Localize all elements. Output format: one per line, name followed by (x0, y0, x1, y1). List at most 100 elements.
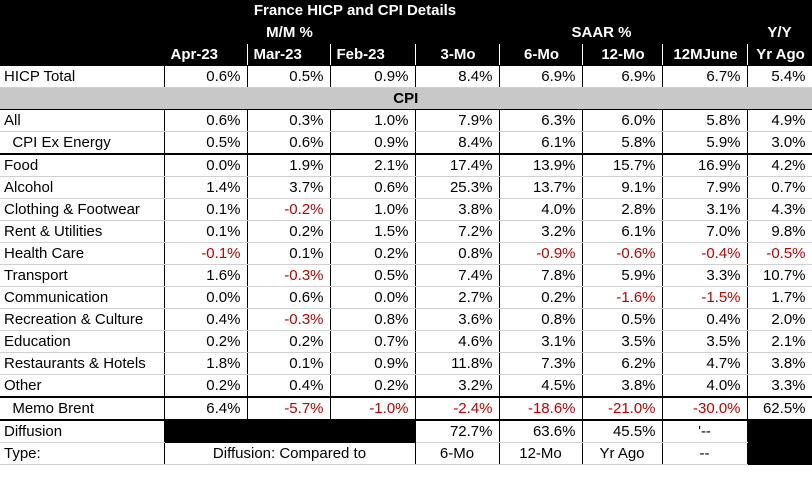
value-cell: 0.2% (499, 286, 583, 309)
type-row: Type: Diffusion: Compared to 6-Mo 12-Mo Yr A… (0, 442, 812, 465)
row-label: HICP Total (0, 65, 165, 88)
row-label: Recreation & Culture (0, 308, 165, 331)
value-cell: 0.6% (164, 65, 248, 88)
memo-brent-row: Memo Brent 6.4% -5.7% -1.0% -2.4% -18.6% -21.0… (0, 397, 812, 421)
value-cell: 63.6% (499, 420, 583, 443)
row-label: Memo Brent (0, 397, 165, 421)
component-row: Education 0.2% 0.2% 0.7% 4.6% 3.1% 3.5% 3.5% 2.1… (0, 330, 812, 353)
value-cell: 6.9% (499, 65, 583, 88)
value-cell: 13.7% (499, 176, 583, 199)
value-cell: 0.0% (164, 154, 248, 177)
value-cell: 6-Mo (415, 442, 500, 465)
hicp-total-row: HICP Total 0.6% 0.5% 0.9% 8.4% 6.9% 6.9% 6.7% 5.… (0, 65, 812, 88)
value-cell: -0.9% (499, 242, 583, 265)
value-cell: 2.0% (747, 308, 812, 331)
value-cell: -0.3% (247, 308, 331, 331)
value-cell: -0.1% (164, 242, 248, 265)
value-cell: 0.5% (582, 308, 663, 331)
value-cell: 3.2% (415, 374, 500, 398)
value-cell: 0.6% (247, 286, 331, 309)
value-cell: 7.9% (415, 109, 500, 132)
value-cell: -21.0% (582, 397, 663, 421)
yy-group-label: Y/Y (747, 21, 812, 44)
value-cell: 0.4% (247, 374, 331, 398)
component-row: Restaurants & Hotels 1.8% 0.1% 0.9% 11.8% 7.3… (0, 352, 812, 375)
row-label: Education (0, 330, 165, 353)
value-cell: 3.8% (747, 352, 812, 375)
value-cell: 1.8% (164, 352, 248, 375)
value-cell: -0.2% (247, 198, 331, 221)
row-label: Food (0, 154, 165, 177)
value-cell: 0.0% (164, 286, 248, 309)
diffusion-row: Diffusion 72.7% 63.6% 45.5% '-- (0, 420, 812, 443)
value-cell: 1.5% (330, 220, 416, 243)
value-cell: 1.0% (330, 109, 416, 132)
value-cell: 5.9% (662, 131, 748, 155)
value-cell: 45.5% (582, 420, 663, 443)
value-cell: 2.8% (582, 198, 663, 221)
value-cell: 0.8% (499, 308, 583, 331)
value-cell: 10.7% (747, 264, 812, 287)
component-row: Communication 0.0% 0.6% 0.0% 2.7% 0.2% -1.6% -1… (0, 286, 812, 309)
value-cell: 11.8% (415, 352, 500, 375)
value-cell: 3.5% (582, 330, 663, 353)
component-row: Clothing & Footwear 0.1% -0.2% 1.0% 3.8% 4.0%… (0, 198, 812, 221)
title-row: France HICP and CPI Details (0, 0, 812, 22)
value-cell: 3.1% (499, 330, 583, 353)
value-cell: -18.6% (499, 397, 583, 421)
column-header-row: Apr-23 Mar-23 Feb-23 3-Mo 6-Mo 12-Mo 12M… (0, 43, 812, 66)
value-cell: 1.7% (747, 286, 812, 309)
value-cell: 4.5% (499, 374, 583, 398)
value-cell: 0.5% (164, 131, 248, 155)
value-cell: 3.7% (247, 176, 331, 199)
value-cell: 1.4% (164, 176, 248, 199)
value-cell: 0.5% (247, 65, 331, 88)
value-cell: 0.1% (247, 242, 331, 265)
value-cell: 0.6% (330, 176, 416, 199)
value-cell: 1.6% (164, 264, 248, 287)
value-cell: 8.4% (415, 65, 500, 88)
value-cell: -5.7% (247, 397, 331, 421)
value-cell: 0.1% (164, 220, 248, 243)
value-cell: 0.6% (247, 131, 331, 155)
value-cell: 9.1% (582, 176, 663, 199)
row-label: Other (0, 374, 165, 398)
value-cell: -0.6% (582, 242, 663, 265)
value-cell: 4.9% (747, 109, 812, 132)
value-cell: 72.7% (415, 420, 500, 443)
row-label: CPI Ex Energy (0, 131, 165, 155)
value-cell: 0.4% (164, 308, 248, 331)
value-cell: 4.3% (747, 198, 812, 221)
component-row: Other 0.2% 0.4% 0.2% 3.2% 4.5% 3.8% 4.0% 3.3% (0, 374, 812, 398)
value-cell: 7.8% (499, 264, 583, 287)
value-cell: 25.3% (415, 176, 500, 199)
value-cell: -30.0% (662, 397, 748, 421)
col-header: Feb-23 (330, 43, 416, 66)
row-label: Communication (0, 286, 165, 309)
value-cell: 0.8% (415, 242, 500, 265)
value-cell: -- (662, 442, 748, 465)
value-cell: -2.4% (415, 397, 500, 421)
value-cell: 1.9% (247, 154, 331, 177)
value-cell: 0.8% (330, 308, 416, 331)
value-cell: 0.2% (164, 330, 248, 353)
value-cell: Yr Ago (582, 442, 663, 465)
value-cell: 0.1% (164, 198, 248, 221)
value-cell: 17.4% (415, 154, 500, 177)
value-cell: -1.5% (662, 286, 748, 309)
col-header: 3-Mo (415, 43, 500, 66)
value-cell: 6.4% (164, 397, 248, 421)
value-cell: 0.9% (330, 352, 416, 375)
value-cell: 6.9% (582, 65, 663, 88)
value-cell: 3.8% (415, 198, 500, 221)
row-label: Type: (0, 442, 165, 465)
value-cell: 7.9% (662, 176, 748, 199)
value-cell: 3.3% (662, 264, 748, 287)
component-row: Food 0.0% 1.9% 2.1% 17.4% 13.9% 15.7% 16.9% 4.2% (0, 154, 812, 177)
col-header: Yr Ago (747, 43, 812, 66)
blank-block (164, 420, 416, 443)
value-cell: 9.8% (747, 220, 812, 243)
value-cell: 6.3% (499, 109, 583, 132)
value-cell: 6.0% (582, 109, 663, 132)
cpi-band-label: CPI (0, 87, 812, 110)
